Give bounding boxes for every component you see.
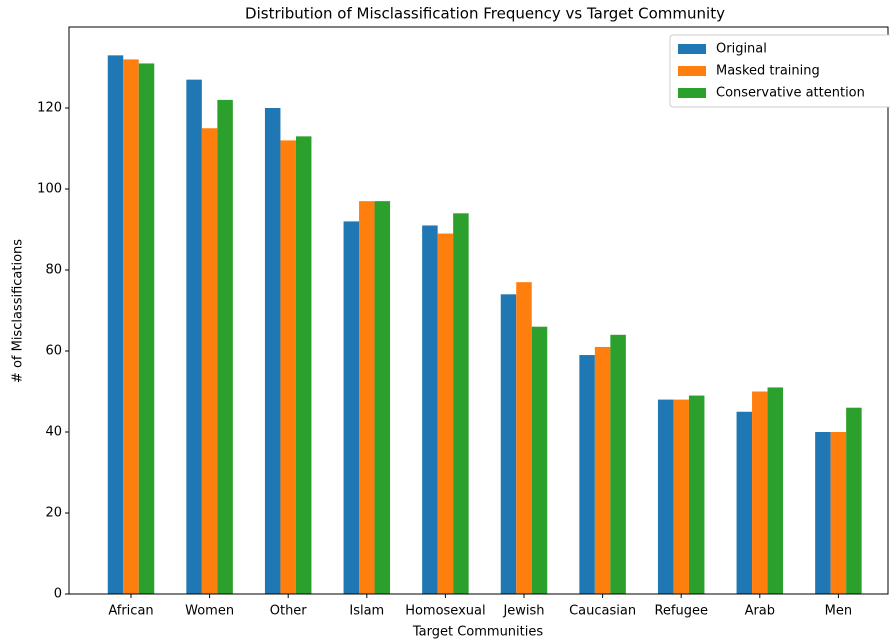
bar: [453, 213, 469, 595]
bar: [359, 201, 375, 594]
bar: [295, 136, 312, 594]
y-axis-label: # of Misclassifications: [11, 239, 26, 383]
bar: [217, 99, 233, 595]
bar: [830, 432, 847, 594]
legend: Original Masked training Conservative atte…: [669, 34, 890, 108]
plot-frame: [68, 26, 889, 595]
bar: [594, 346, 611, 594]
x-tick-label: Caucasian: [569, 604, 636, 619]
y-tick-label: 80: [45, 263, 62, 278]
bar: [138, 63, 155, 594]
bar: [531, 326, 548, 594]
legend-label: Masked training: [716, 64, 820, 79]
x-axis-label: Target Communities: [412, 625, 544, 640]
chart-title: Distribution of Misclassification Freque…: [245, 5, 725, 23]
legend-swatch: [678, 88, 706, 98]
bar: [107, 55, 124, 595]
bar: [186, 79, 202, 594]
bar: [579, 355, 595, 594]
legend-swatch: [678, 44, 706, 54]
bar: [500, 294, 517, 594]
x-tick-label: Islam: [349, 604, 384, 619]
y-tick-label: 20: [45, 506, 62, 521]
y-tick-label: 100: [37, 182, 62, 197]
y-tick-label: 60: [45, 344, 62, 359]
bar: [201, 128, 218, 594]
bar: [657, 399, 674, 594]
x-tick-label: Refugee: [654, 604, 708, 619]
bar: [846, 407, 862, 594]
bar: [422, 225, 438, 594]
bar: [516, 282, 532, 594]
bar: [815, 432, 831, 594]
legend-label: Conservative attention: [716, 86, 865, 101]
bar: [123, 59, 139, 594]
x-tick-label: Women: [185, 604, 234, 619]
bar: [264, 108, 281, 594]
bar: [343, 221, 360, 594]
legend-swatch: [678, 66, 706, 76]
x-tick-label: Men: [825, 604, 852, 619]
bar: [752, 391, 768, 594]
bar: [374, 201, 391, 594]
y-tick-label: 40: [45, 425, 62, 440]
bar: [688, 395, 705, 594]
x-tick-label: African: [108, 604, 153, 619]
legend-label: Original: [716, 42, 767, 57]
x-tick-label: Jewish: [502, 604, 544, 619]
bar: [673, 399, 689, 594]
bar: [610, 334, 626, 594]
legend-box: [669, 34, 890, 108]
bar: [437, 233, 454, 595]
x-tick-label: Other: [270, 604, 308, 619]
bar: [736, 411, 753, 594]
bar: [767, 387, 784, 594]
bar: [280, 140, 296, 594]
y-tick-label: 0: [54, 587, 62, 602]
x-tick-label: Arab: [745, 604, 775, 619]
y-tick-label: 120: [37, 101, 62, 116]
x-tick-label: Homosexual: [405, 604, 485, 619]
